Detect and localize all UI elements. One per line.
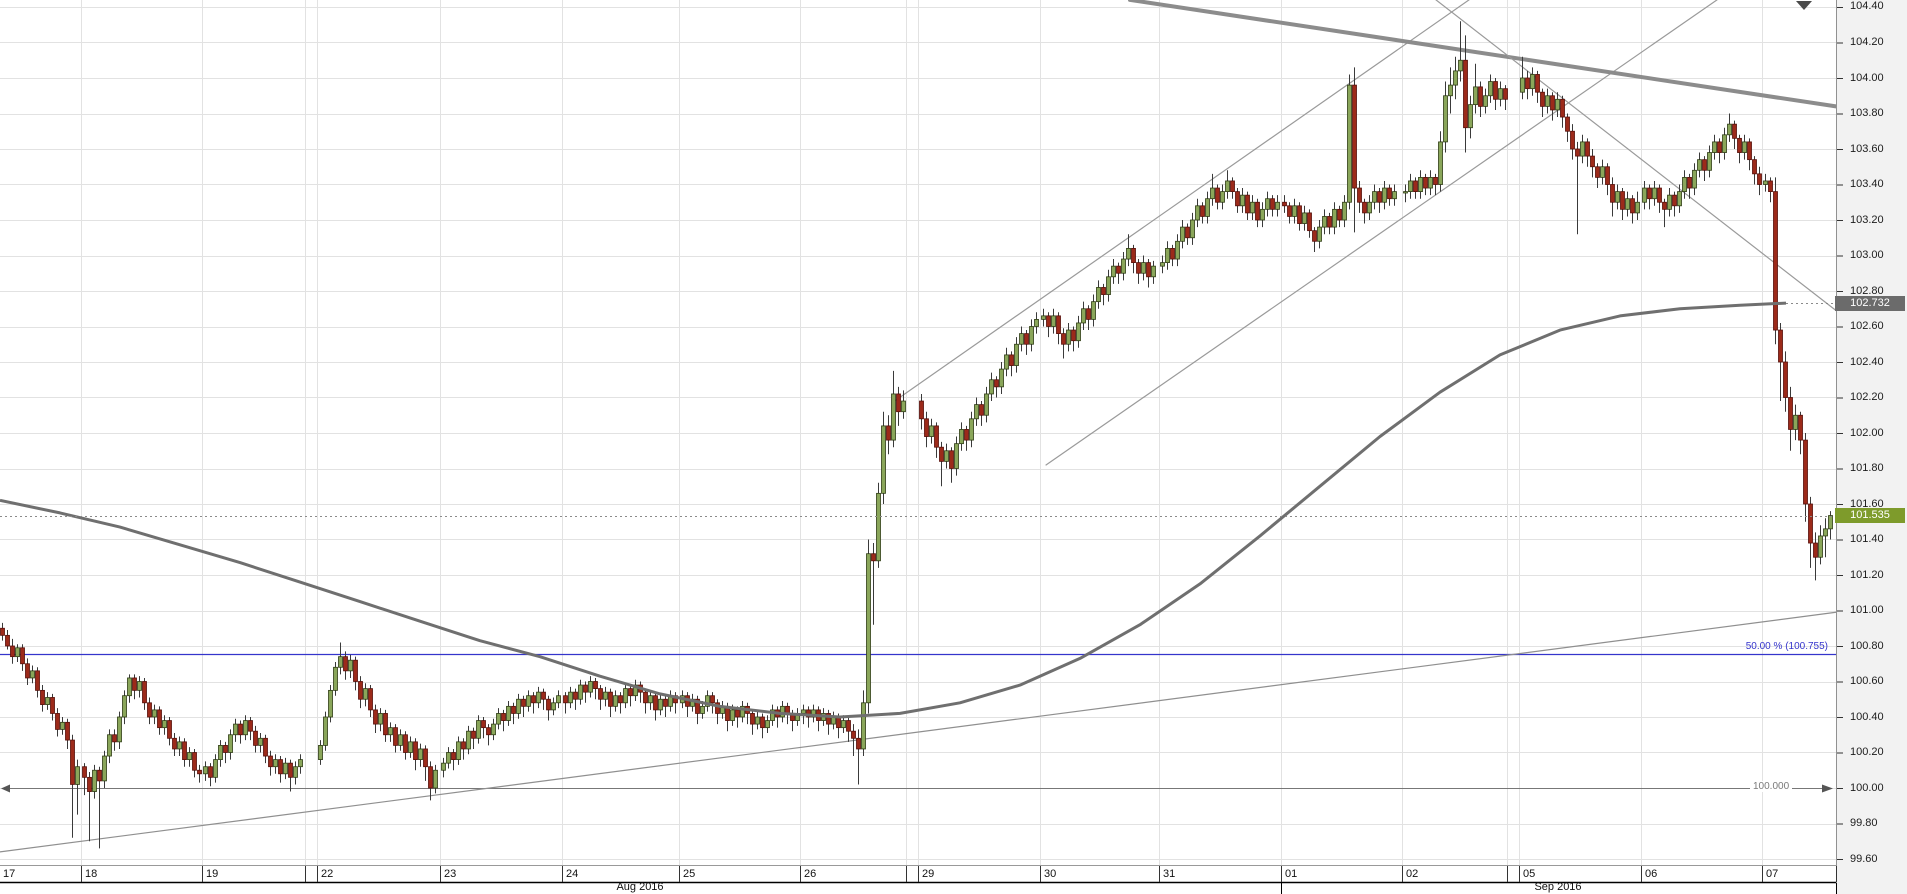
day-label-05: 05: [1523, 868, 1536, 880]
price-tick-label: 104.40: [1850, 0, 1884, 13]
day-label-18: 18: [85, 868, 98, 880]
day-label-29: 29: [922, 868, 935, 880]
price-tick-label: 103.00: [1850, 249, 1884, 261]
candles: [0, 21, 1833, 849]
day-label-30: 30: [1044, 868, 1057, 880]
day-label-22: 22: [321, 868, 334, 880]
price-tick-label: 103.80: [1850, 107, 1884, 119]
day-label-17: 17: [3, 868, 16, 880]
price-tick-label: 102.00: [1850, 426, 1884, 439]
fib-retracement-label: 50.00 % (100.755): [1745, 640, 1828, 652]
price-tick-label: 102.80: [1850, 284, 1884, 297]
day-label-07: 07: [1766, 868, 1779, 880]
price-tick-label: 101.20: [1850, 568, 1884, 581]
price-axis[interactable]: [1836, 0, 1907, 894]
price-tick-label: 101.00: [1850, 604, 1884, 616]
resistance-thick-line[interactable]: [1128, 0, 1838, 109]
last-price-box: 101.535: [1835, 508, 1905, 524]
day-label-06: 06: [1645, 868, 1658, 880]
trendline-anchor-arrow-icon[interactable]: [1796, 1, 1812, 10]
price-tick-label: 102.40: [1850, 355, 1884, 368]
price-tick-label: 104.20: [1850, 36, 1884, 48]
time-axis[interactable]: [0, 865, 1837, 894]
descending-trendline[interactable]: [1435, 0, 1837, 312]
price-tick-label: 101.40: [1850, 533, 1884, 545]
price-tick-label: 102.60: [1850, 320, 1884, 332]
price-tick-label: 101.80: [1850, 462, 1884, 474]
price-tick-label: 100.80: [1850, 639, 1884, 652]
price-tick-label: 103.40: [1850, 178, 1884, 190]
price-tick-label: 100.40: [1850, 710, 1884, 723]
day-label-23: 23: [444, 868, 457, 880]
day-label-26: 26: [804, 868, 817, 880]
channel-upper-line[interactable]: [891, 0, 1470, 404]
gridlines: [0, 0, 1837, 865]
price-tick-label: 99.80: [1850, 817, 1878, 829]
moving-average-line[interactable]: [0, 301, 1787, 719]
month-label-sep: Sep 2016: [1534, 881, 1582, 893]
price-tick-label: 100.00: [1850, 781, 1884, 794]
price-tick-label: 104.00: [1850, 71, 1884, 84]
month-label-aug: Aug 2016: [616, 881, 664, 893]
price-tick-label: 100.60: [1850, 675, 1884, 687]
day-label-01: 01: [1285, 868, 1298, 880]
level-100-label: 100.000: [1750, 781, 1793, 792]
price-tick-label: 102.20: [1850, 391, 1884, 403]
day-label-31: 31: [1163, 868, 1176, 880]
day-label-25: 25: [683, 868, 696, 880]
day-label-02: 02: [1406, 868, 1419, 880]
day-label-19: 19: [206, 868, 219, 880]
support-trendline[interactable]: [0, 611, 1837, 853]
price-tick-label: 103.20: [1850, 213, 1884, 226]
ma-value-price-box: 102.732: [1835, 295, 1905, 311]
price-tick-label: 101.60: [1850, 497, 1884, 510]
channel-lower-line[interactable]: [1045, 0, 1718, 466]
price-tick-label: 103.60: [1850, 142, 1884, 155]
price-tick-label: 99.60: [1850, 852, 1878, 865]
day-label-24: 24: [566, 868, 579, 880]
level-100-line[interactable]: [1, 784, 1833, 793]
price-tick-label: 100.20: [1850, 746, 1884, 758]
